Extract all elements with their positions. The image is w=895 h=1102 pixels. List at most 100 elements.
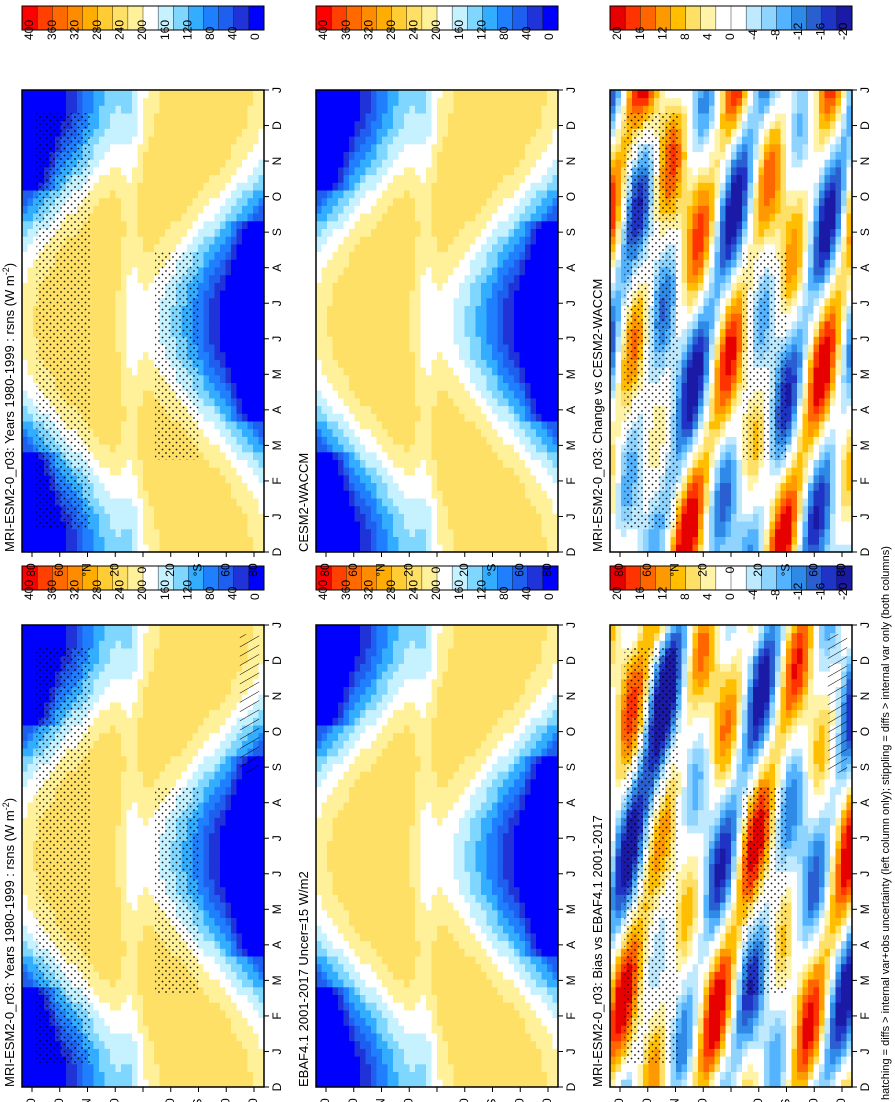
heatmap-cell [214,963,221,972]
heatmap-cell [209,956,215,965]
heatmap-cell [137,528,144,537]
heatmap-cell [22,671,28,680]
heatmap-cell [253,1056,259,1065]
heatmap-cell [198,717,204,726]
heatmap-cell [22,902,28,911]
heatmap-cell [22,482,28,491]
heatmap-cell [93,1010,100,1019]
heatmap-cell [143,328,149,337]
heatmap-cell [253,902,259,911]
heatmap-cell [121,779,127,788]
heatmap-cell [198,694,204,703]
heatmap-cell [187,671,193,680]
heatmap-cell [203,871,210,880]
heatmap-cell [137,167,144,176]
heatmap-cell [192,1071,199,1080]
heatmap-cell [170,244,177,253]
colorbar-frame [21,565,265,591]
heatmap-cell [159,1056,166,1065]
heatmap-cell [176,167,182,176]
heatmap-cell [27,979,34,988]
heatmap-cell [231,709,237,718]
heatmap-cell [198,90,204,99]
heatmap-cell [231,779,237,788]
heatmap-cell [209,536,215,545]
heatmap-cell [214,794,221,803]
heatmap-cell [192,1002,199,1011]
heatmap-cell [231,902,237,911]
heatmap-cell [209,267,215,276]
heatmap-cell [192,113,199,122]
heatmap-cell [214,779,221,788]
heatmap-cell [88,933,94,942]
heatmap-cell [258,794,265,803]
heatmap-cell [132,1071,138,1080]
heatmap-cell [121,213,127,222]
heatmap-cell [165,709,171,718]
heatmap-cell [214,678,221,687]
heatmap-cell [55,536,61,545]
heatmap-cell [77,97,83,106]
heatmap-cell [104,490,111,499]
heatmap-cell [22,856,28,865]
heatmap-cell [55,632,61,641]
heatmap-cell [137,105,144,114]
heatmap-cell [22,948,28,957]
heatmap-cell [93,344,100,353]
heatmap-cell [137,640,144,649]
heatmap-cell [44,105,50,114]
heatmap-cell [126,632,133,641]
heatmap-cell [71,640,78,649]
heatmap-cell [154,528,160,537]
heatmap-cell [132,863,138,872]
heatmap-cell [143,513,149,522]
heatmap-cell [126,971,133,980]
heatmap-cell [148,763,155,772]
month-tick-label: J [270,835,284,841]
heatmap-cell [121,755,127,764]
heatmap-cell [214,482,221,491]
heatmap-cell [176,490,182,499]
heatmap-cell [27,971,34,980]
heatmap-cell [148,940,155,949]
heatmap-cell [88,794,94,803]
heatmap-cell [176,521,182,530]
heatmap-cell [198,190,204,199]
heatmap-cell [104,948,111,957]
heatmap-cell [198,817,204,826]
heatmap-cell [176,213,182,222]
heatmap-cell [99,971,105,980]
heatmap-cell [93,359,100,368]
heatmap-cell [203,1056,210,1065]
heatmap-cell [154,205,160,214]
heatmap-cell [231,871,237,880]
heatmap-cell [27,678,34,687]
heatmap-cell [214,259,221,268]
heatmap-cell [192,505,199,514]
heatmap-cell [88,940,94,949]
heatmap-cell [165,159,171,168]
heatmap-cell [132,382,138,391]
heatmap-cell [137,290,144,299]
heatmap-cell [132,648,138,657]
heatmap-cell [225,963,232,972]
heatmap-cell [187,190,193,199]
heatmap-cell [154,244,160,253]
heatmap-cell [71,105,78,114]
heatmap-cell [220,971,226,980]
heatmap-cell [22,113,28,122]
heatmap-cell [137,994,144,1003]
heatmap-cell [242,1025,248,1034]
heatmap-cell [220,528,226,537]
heatmap-cell [143,174,149,183]
heatmap-cell [33,390,39,399]
heatmap-cell [258,686,265,695]
heatmap-cell [225,490,232,499]
heatmap-cell [33,544,39,553]
heatmap-cell [203,994,210,1003]
lat-tick-label: 20 [163,1098,177,1102]
heatmap-cell [104,167,111,176]
heatmap-cell [99,863,105,872]
heatmap-cell [148,398,155,407]
heatmap-cell [198,663,204,672]
